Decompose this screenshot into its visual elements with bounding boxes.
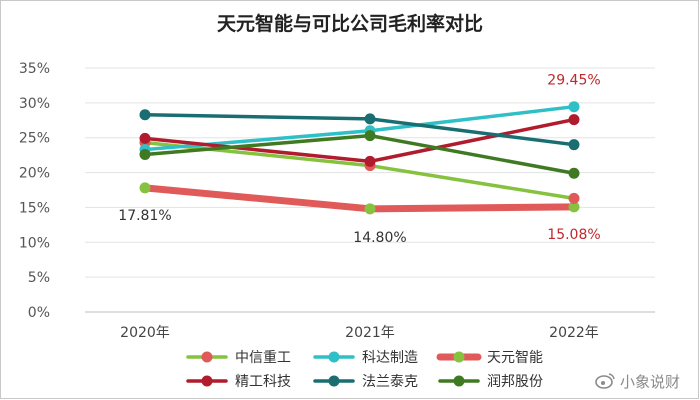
- y-tick-label: 5%: [28, 270, 50, 286]
- chart-title: 天元智能与可比公司毛利率对比: [217, 12, 483, 35]
- legend-label: 精工科技: [235, 374, 291, 390]
- data-label: 14.80%: [353, 230, 406, 246]
- series-line: [143, 112, 576, 147]
- y-tick-label: 25%: [19, 131, 50, 147]
- watermark: 小象说财: [595, 373, 680, 391]
- data-point: [568, 192, 580, 204]
- x-tick-label: 2022年: [549, 325, 599, 341]
- legend-marker: [328, 351, 340, 363]
- legend-label: 天元智能: [487, 350, 543, 366]
- data-point: [364, 155, 376, 167]
- series-line: [143, 117, 576, 164]
- data-point: [568, 167, 580, 179]
- legend-marker: [201, 351, 213, 363]
- y-tick-label: 30%: [19, 96, 50, 112]
- x-tick-label: 2021年: [345, 325, 395, 341]
- legend-label: 科达制造: [362, 350, 418, 366]
- legend-marker: [453, 351, 465, 363]
- legend-label: 法兰泰克: [362, 374, 418, 390]
- x-axis-ticks: 2020年 2021年 2022年: [120, 325, 599, 341]
- legend-marker: [201, 375, 213, 387]
- legend-marker: [453, 375, 465, 387]
- data-point: [139, 148, 151, 160]
- weibo-logo-icon: [595, 373, 615, 389]
- data-label: 29.45%: [547, 73, 600, 89]
- data-point: [364, 203, 376, 215]
- data-annotations: 17.81% 14.80% 15.08% 29.45%: [118, 73, 600, 246]
- y-tick-label: 10%: [19, 235, 50, 251]
- y-tick-label: 0%: [28, 305, 50, 321]
- data-point: [364, 130, 376, 142]
- y-tick-label: 35%: [19, 61, 50, 77]
- y-tick-label: 15%: [19, 200, 50, 216]
- legend-label: 中信重工: [235, 350, 291, 366]
- series-line: [143, 133, 576, 176]
- legend-label: 润邦股份: [487, 374, 543, 390]
- series-lines: [139, 101, 580, 215]
- series-line: [143, 104, 576, 152]
- watermark-text: 小象说财: [620, 373, 680, 391]
- data-point: [139, 132, 151, 144]
- data-point: [568, 139, 580, 151]
- data-label: 17.81%: [118, 208, 171, 224]
- data-point: [568, 114, 580, 126]
- data-point: [364, 113, 376, 125]
- data-point: [568, 101, 580, 113]
- series-line: [143, 140, 576, 201]
- data-point: [139, 182, 151, 194]
- data-point: [139, 109, 151, 121]
- data-label: 15.08%: [547, 227, 600, 243]
- x-tick-label: 2020年: [120, 325, 170, 341]
- legend-marker: [328, 375, 340, 387]
- y-tick-label: 20%: [19, 166, 50, 182]
- series-line: [141, 184, 578, 213]
- data-point: [568, 201, 580, 213]
- y-axis-ticks: 0% 5% 10% 15% 20% 25% 30% 35%: [19, 61, 50, 321]
